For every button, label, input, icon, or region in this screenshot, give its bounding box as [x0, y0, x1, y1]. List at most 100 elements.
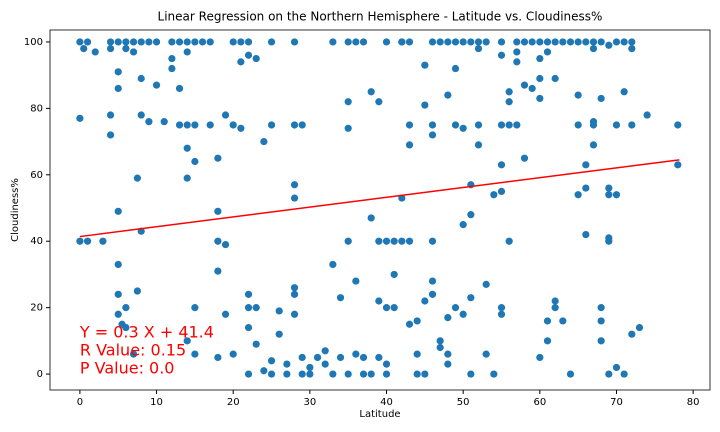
point: [382, 304, 391, 312]
point: [405, 121, 414, 129]
point: [221, 310, 230, 318]
point: [474, 141, 483, 149]
point: [467, 38, 475, 46]
point: [444, 91, 452, 99]
point: [229, 350, 237, 358]
point: [551, 304, 559, 312]
point: [428, 131, 437, 139]
point: [290, 38, 299, 46]
point: [221, 111, 230, 119]
point: [628, 330, 636, 338]
point: [114, 260, 122, 269]
point: [375, 98, 383, 106]
point: [543, 317, 552, 325]
point: [133, 287, 141, 295]
point: [421, 61, 429, 69]
point: [352, 38, 360, 46]
point: [214, 237, 222, 245]
point: [589, 118, 598, 126]
point: [405, 320, 414, 328]
point: [451, 304, 460, 312]
point: [237, 124, 245, 132]
point: [421, 297, 429, 305]
point: [490, 370, 498, 378]
point: [605, 237, 613, 245]
point: [375, 237, 383, 245]
point: [574, 191, 582, 199]
point: [459, 124, 467, 132]
point: [137, 74, 145, 83]
point: [160, 118, 168, 126]
point: [505, 88, 513, 96]
point: [536, 74, 544, 83]
point: [444, 314, 452, 322]
point: [566, 370, 575, 378]
annotation: R Value: 0.15: [80, 341, 186, 360]
point: [398, 237, 406, 245]
point: [428, 237, 437, 245]
point: [382, 370, 391, 378]
annotation: P Value: 0.0: [80, 359, 175, 378]
point: [428, 277, 437, 285]
point: [367, 88, 375, 96]
point: [214, 154, 222, 162]
point: [444, 38, 452, 46]
y-tick-label: 20: [30, 303, 43, 314]
point: [198, 38, 207, 46]
point: [267, 121, 276, 129]
point: [352, 350, 360, 358]
point: [122, 323, 130, 332]
point: [83, 237, 92, 245]
point: [191, 350, 199, 358]
point: [536, 54, 544, 63]
point: [168, 64, 176, 73]
point: [643, 111, 651, 119]
annotation: Y = 0.3 X + 41.4: [79, 323, 214, 342]
point: [459, 310, 467, 318]
point: [635, 323, 644, 332]
point: [497, 310, 506, 318]
point: [336, 294, 345, 302]
point: [436, 343, 444, 352]
point: [405, 237, 414, 245]
point: [382, 237, 391, 245]
point: [574, 91, 582, 99]
y-tick-label: 100: [24, 37, 43, 48]
point: [145, 38, 153, 46]
point: [597, 304, 605, 312]
point: [413, 370, 421, 378]
point: [605, 184, 613, 192]
point: [252, 340, 260, 348]
point: [551, 74, 559, 83]
point: [283, 370, 291, 378]
y-tick-label: 40: [30, 236, 43, 247]
point: [206, 121, 214, 129]
point: [674, 161, 682, 169]
point: [421, 101, 429, 109]
point: [175, 84, 184, 93]
plot-frame: [49, 29, 711, 391]
point: [582, 38, 590, 46]
point: [260, 137, 268, 146]
point: [405, 38, 414, 46]
point: [214, 267, 222, 275]
point: [467, 294, 475, 302]
point: [183, 38, 191, 46]
point: [451, 64, 460, 73]
point: [589, 44, 598, 53]
point: [597, 38, 605, 46]
point: [428, 290, 437, 298]
point: [612, 363, 621, 372]
point: [528, 38, 536, 46]
point: [267, 370, 276, 378]
point: [221, 240, 230, 249]
point: [91, 48, 99, 56]
x-tick-label: 50: [457, 397, 470, 408]
y-axis-label: Cloudiness%: [10, 178, 21, 242]
point: [329, 38, 337, 46]
point: [175, 121, 184, 129]
point: [505, 237, 513, 245]
point: [467, 211, 475, 219]
point: [628, 38, 636, 46]
